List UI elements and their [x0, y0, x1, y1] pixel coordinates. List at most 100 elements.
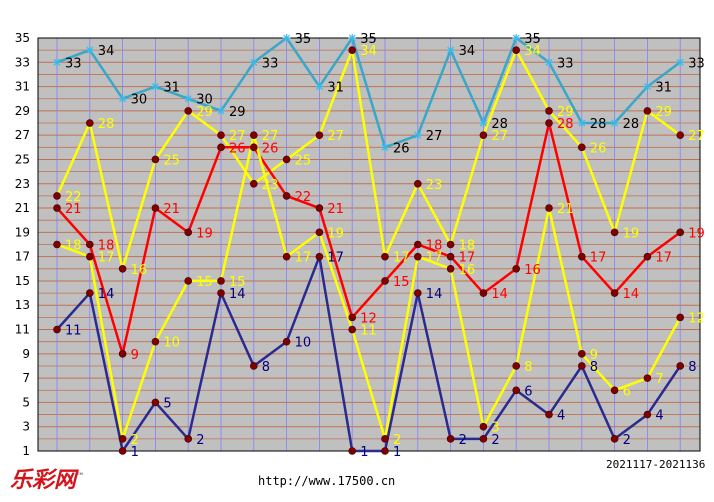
series-5-value-label: 14: [229, 287, 246, 302]
brand-logo: 乐彩网™: [10, 462, 84, 494]
series-3-value-label: 18: [98, 239, 115, 254]
series-1-star-marker: [348, 34, 357, 42]
y-tick-label: 27: [15, 128, 30, 142]
series-3-point: [479, 289, 488, 297]
series-2-value-label: 19: [623, 226, 640, 241]
series-3-point: [512, 264, 521, 273]
series-3-point: [545, 119, 553, 127]
series-2-value-label: 27: [688, 129, 705, 144]
series-1-star-marker: [151, 82, 160, 91]
series-5-point: [446, 435, 455, 443]
series-3-value-label: 9: [131, 348, 139, 363]
series-1-star-marker: [249, 58, 258, 67]
series-5-point: [381, 447, 389, 455]
series-5-point: [545, 410, 553, 419]
series-4-value-label: 2: [131, 433, 139, 448]
series-1-value-label: 29: [229, 105, 246, 120]
series-4-value-label: 10: [163, 336, 180, 351]
series-2-value-label: 25: [295, 153, 312, 168]
series-3-point: [53, 204, 61, 212]
series-2-point: [217, 131, 225, 139]
series-1-value-label: 27: [426, 129, 443, 144]
series-3-value-label: 21: [163, 202, 180, 217]
y-tick-label: 7: [22, 371, 30, 385]
series-1-star-marker: [577, 119, 586, 128]
grid: [37, 37, 701, 452]
series-4-value-label: 21: [557, 202, 574, 217]
series-4-point: [545, 204, 553, 212]
series-4-value-label: 12: [688, 311, 705, 326]
y-tick-label: 23: [15, 177, 30, 191]
series-4-value-label: 17: [426, 251, 443, 266]
series-2-value-label: 29: [196, 105, 213, 120]
series-3-point: [151, 204, 160, 212]
series-2-value-label: 25: [163, 153, 180, 168]
series-5-point: [512, 386, 521, 395]
series-1-star-marker: [545, 58, 553, 67]
series-2-point: [53, 192, 61, 200]
series-2-value-label: 34: [360, 44, 377, 59]
series-5-value-label: 4: [655, 409, 663, 424]
series-3-value-label: 26: [262, 141, 279, 156]
series-5-value-label: 4: [557, 409, 565, 424]
series-1-star-marker: [217, 106, 225, 115]
series-5-point: [184, 435, 192, 443]
series-3-value-label: 26: [229, 141, 246, 156]
series-1-value-label: 26: [393, 141, 410, 156]
logo-text: 乐彩网: [10, 467, 77, 493]
series-3-value-label: 22: [295, 190, 312, 205]
series-5-point: [577, 362, 586, 370]
series-1-value-label: 28: [623, 117, 640, 132]
series-2-value-label: 27: [327, 129, 344, 144]
series-4-value-label: 6: [623, 384, 631, 399]
y-tick-label: 29: [15, 104, 30, 118]
series-line-5: [56, 255, 682, 453]
series-4-value-label: 16: [459, 263, 476, 278]
series-5-value-label: 2: [623, 433, 631, 448]
series-4-value-label: 17: [98, 251, 115, 266]
series-4-point: [446, 264, 455, 273]
series-2-value-label: 28: [98, 117, 115, 132]
series-4-value-label: 2: [393, 433, 401, 448]
series-5-value-label: 14: [98, 287, 115, 302]
series-3-point: [643, 252, 652, 261]
series-2-value-label: 29: [655, 105, 672, 120]
series-lines: [55, 36, 682, 453]
series-5-point: [250, 362, 258, 370]
series-3-point: [577, 252, 586, 261]
series-3-point: [610, 289, 619, 297]
series-3-value-label: 19: [196, 226, 213, 241]
series-line-2: [55, 48, 681, 271]
series-4-point: [118, 435, 127, 443]
series-5-value-label: 10: [295, 336, 312, 351]
trademark-icon: ™: [76, 470, 85, 481]
series-1-value-label: 31: [655, 81, 672, 96]
series-5-value-label: 6: [524, 384, 532, 399]
y-tick-label: 25: [15, 152, 30, 166]
series-3-value-label: 21: [327, 202, 344, 217]
series-5-point: [413, 289, 422, 297]
series-2-point: [118, 264, 127, 273]
series-4-value-label: 18: [65, 239, 82, 254]
series-2-value-label: 23: [426, 178, 443, 193]
series-2-point: [381, 252, 389, 261]
series-2-value-label: 22: [65, 190, 82, 205]
series-1-value-label: 31: [327, 81, 344, 96]
y-tick-label: 11: [15, 323, 30, 337]
series-1-value-label: 33: [65, 56, 82, 71]
series-4-value-label: 27: [262, 129, 279, 144]
series-5-value-label: 1: [131, 445, 139, 460]
series-3-point: [184, 228, 192, 237]
series-4-value-label: 9: [590, 348, 598, 363]
series-3-point: [86, 240, 94, 249]
series-4-value-label: 8: [524, 360, 532, 375]
series-5-point: [151, 398, 160, 407]
y-tick-label: 13: [15, 298, 30, 312]
series-1-star-marker: [184, 94, 193, 103]
series-2-value-label: 16: [131, 263, 148, 278]
series-2-point: [446, 240, 455, 249]
series-1-value-label: 33: [557, 56, 574, 71]
series-2-point: [545, 107, 553, 115]
y-tick-label: 35: [15, 31, 30, 45]
